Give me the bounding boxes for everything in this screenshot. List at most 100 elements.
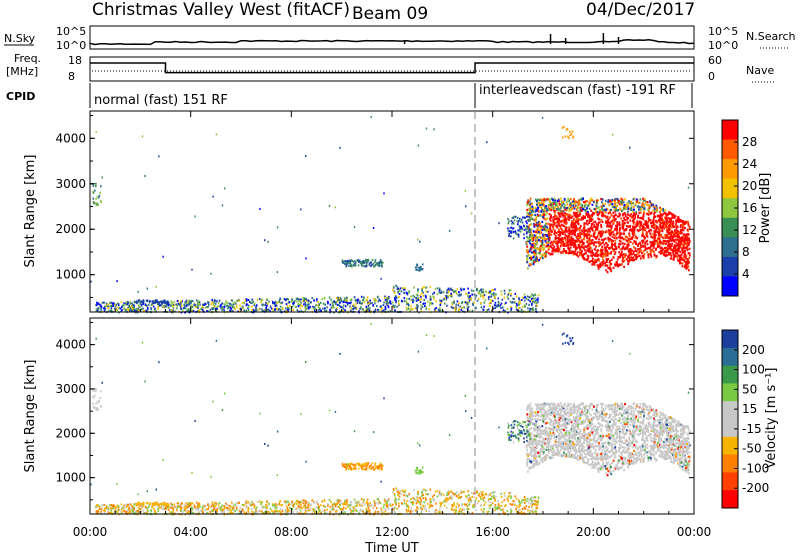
velocity-echo	[171, 503, 174, 506]
power-echo	[653, 231, 656, 234]
power-echo	[541, 253, 544, 257]
power-echo	[406, 303, 408, 306]
power-echo	[561, 126, 564, 129]
power-echo	[407, 305, 410, 308]
power-echo	[306, 307, 308, 310]
power-echo	[420, 298, 423, 301]
power-echo	[554, 248, 556, 251]
power-echo	[525, 232, 528, 235]
power-echo	[133, 304, 135, 307]
power-echo	[349, 302, 352, 305]
power-echo	[682, 226, 684, 229]
velocity-echo	[324, 511, 326, 514]
velocity-echo	[203, 506, 205, 509]
power-echo	[536, 226, 539, 230]
power-echo	[624, 205, 627, 208]
power-echo	[293, 300, 296, 303]
velocity-echo	[403, 502, 406, 505]
power-echo	[641, 228, 644, 231]
power-echo	[566, 238, 569, 241]
power-echo	[499, 304, 502, 307]
power-echo	[272, 300, 274, 303]
power-echo	[107, 309, 110, 312]
power-echo	[518, 225, 521, 228]
power-echo	[236, 299, 238, 302]
power-echo	[679, 229, 682, 232]
power-echo	[609, 268, 611, 271]
power-echo	[619, 254, 622, 257]
power-echo	[207, 305, 209, 308]
power-echo	[534, 244, 537, 247]
power-echo	[576, 205, 579, 208]
power-echo	[652, 233, 654, 236]
power-echo	[528, 264, 531, 267]
power-echo	[615, 237, 618, 240]
power-echo	[529, 218, 531, 221]
power-echo	[549, 219, 552, 222]
power-echo	[526, 203, 528, 206]
power-echo	[609, 222, 612, 225]
power-echo	[239, 304, 241, 307]
power-echo	[150, 307, 152, 309]
power-echo	[616, 229, 618, 232]
velocity-echo	[363, 503, 366, 506]
power-echo	[552, 200, 555, 203]
power-echo	[562, 200, 565, 204]
power-echo	[562, 250, 565, 253]
power-echo	[656, 231, 659, 234]
power-echo	[563, 125, 565, 128]
power-echo	[676, 256, 679, 259]
power-echo	[506, 295, 509, 298]
power-echo	[531, 210, 533, 213]
velocity-echo	[394, 499, 396, 502]
power-echo	[608, 229, 611, 232]
power-echo	[594, 248, 597, 251]
power-echo	[419, 240, 421, 243]
velocity-echo	[122, 509, 125, 512]
power-echo	[546, 217, 549, 220]
power-echo	[594, 220, 597, 223]
power-echo	[487, 296, 490, 299]
power-echo	[572, 241, 574, 244]
power-echo	[526, 225, 528, 228]
power-echo	[626, 258, 628, 261]
power-echo	[585, 209, 588, 213]
power-echo	[287, 298, 289, 301]
power-echo	[252, 308, 254, 311]
velocity-echo	[473, 496, 476, 498]
power-echo	[232, 306, 234, 308]
power-echo	[681, 247, 684, 250]
power-echo	[639, 257, 642, 260]
power-echo	[582, 207, 584, 211]
power-echo	[146, 287, 148, 290]
power-echo	[671, 237, 674, 240]
power-echo	[217, 302, 220, 304]
velocity-echo	[129, 503, 132, 506]
power-echo	[577, 233, 579, 236]
power-echo	[248, 301, 251, 303]
velocity-echo	[183, 506, 186, 509]
velocity-echo	[134, 510, 136, 513]
velocity-echo	[433, 500, 435, 503]
velocity-echo	[171, 504, 174, 507]
power-echo	[212, 307, 215, 309]
power-echo	[646, 233, 648, 236]
power-echo	[530, 246, 532, 249]
power-echo	[579, 206, 582, 209]
power-echo	[560, 232, 563, 235]
power-echo	[535, 231, 538, 234]
power-echo	[598, 264, 601, 267]
power-echo	[104, 305, 106, 308]
power-echo	[614, 201, 617, 204]
power-echo	[538, 259, 540, 262]
power-echo	[568, 251, 571, 254]
power-echo	[537, 248, 540, 251]
power-echo	[605, 208, 608, 211]
power-echo	[686, 245, 689, 248]
velocity-echo	[315, 506, 317, 509]
velocity-echo	[386, 505, 389, 508]
power-echo	[461, 302, 463, 305]
power-data	[90, 116, 691, 314]
velocity-echo	[478, 494, 481, 497]
power-echo	[678, 262, 681, 265]
